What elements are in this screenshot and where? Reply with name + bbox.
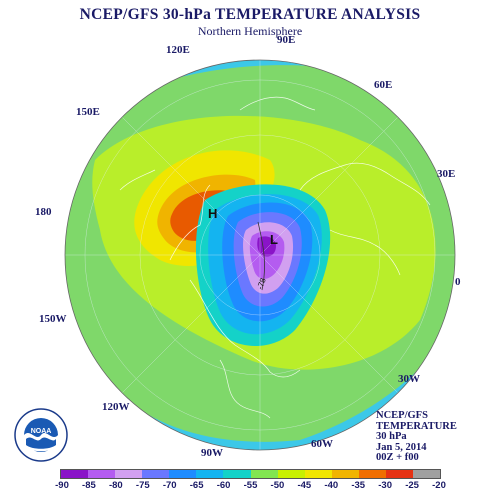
low-marker-L: L	[270, 232, 278, 247]
info-date: Jan 5, 2014	[376, 441, 427, 453]
lon-label-60e: 60E	[374, 79, 393, 91]
color-scale-label: -20	[432, 480, 446, 491]
color-scale-label: -70	[162, 480, 177, 491]
color-swatch	[331, 470, 359, 478]
color-swatch	[169, 470, 197, 478]
coastlines	[119, 96, 431, 419]
color-scale-label: -55	[243, 480, 258, 491]
color-scale-label: -80	[108, 480, 123, 491]
graticule	[65, 60, 455, 450]
color-scale-label: -65	[189, 480, 204, 491]
color-swatch	[88, 470, 116, 478]
noaa-logo-icon: NOAA	[14, 408, 68, 462]
map-title: NCEP/GFS 30-hPa TEMPERATURE ANALYSIS	[79, 6, 421, 23]
color-scale-label: -25	[405, 480, 419, 491]
color-scale-label: -30	[378, 480, 393, 491]
contour-value-label: -78	[255, 276, 268, 290]
lon-label-180: 180	[35, 206, 52, 218]
info-model: NCEP/GFS	[376, 410, 428, 421]
info-variable: TEMPERATURE	[376, 420, 457, 432]
high-marker-H: H	[208, 206, 217, 221]
map-subtitle: Northern Hemisphere	[197, 24, 303, 38]
map-border	[64, 59, 456, 451]
lon-label-120e: 120E	[166, 44, 190, 56]
lon-label-150w: 150W	[39, 313, 67, 325]
color-swatch	[277, 470, 305, 478]
color-swatch	[358, 470, 386, 478]
color-swatch	[304, 470, 332, 478]
lon-label-120w: 120W	[102, 401, 130, 413]
color-scale-label: -45	[297, 480, 312, 491]
color-swatch	[61, 470, 89, 478]
lon-label-60w: 60W	[311, 438, 333, 450]
color-scale-label: -35	[351, 480, 366, 491]
color-swatch	[250, 470, 278, 478]
logo-text: NOAA	[31, 428, 52, 435]
color-swatch	[115, 470, 143, 478]
color-scale-label: -50	[270, 480, 285, 491]
color-swatch	[142, 470, 170, 478]
info-time: 00Z + f00	[376, 452, 419, 463]
color-scale-label: -75	[135, 480, 150, 491]
color-swatch	[223, 470, 251, 478]
color-swatch	[196, 470, 224, 478]
lon-label-30e: 30E	[437, 168, 456, 180]
lon-label-90w: 90W	[201, 447, 223, 459]
lon-label-150e: 150E	[76, 106, 100, 118]
color-scale-label: -60	[216, 480, 231, 491]
lon-label-90e: 90E	[277, 34, 296, 46]
color-scale-label: -85	[82, 480, 96, 491]
color-swatch	[413, 470, 441, 478]
lon-label-0: 0	[455, 276, 461, 288]
color-swatch	[385, 470, 414, 478]
analysis-info: NCEP/GFS TEMPERATURE 30 hPa Jan 5, 2014 …	[376, 410, 457, 464]
contour-line	[257, 221, 265, 291]
info-level: 30 hPa	[376, 431, 407, 442]
color-scale-bar	[60, 469, 441, 479]
color-scale-label: -90	[55, 480, 69, 491]
lon-label-30w: 30W	[398, 373, 420, 385]
color-scale-label: -40	[324, 480, 339, 491]
